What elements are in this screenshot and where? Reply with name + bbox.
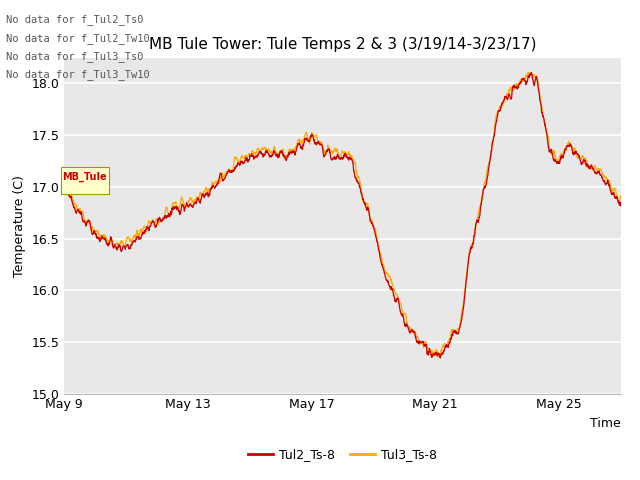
Text: No data for f_Tul2_Tw10: No data for f_Tul2_Tw10 bbox=[6, 33, 150, 44]
X-axis label: Time: Time bbox=[590, 417, 621, 430]
Text: No data for f_Tul2_Ts0: No data for f_Tul2_Ts0 bbox=[6, 14, 144, 25]
Y-axis label: Temperature (C): Temperature (C) bbox=[13, 175, 26, 276]
Text: MB_Tule: MB_Tule bbox=[62, 171, 107, 181]
Title: MB Tule Tower: Tule Temps 2 & 3 (3/19/14-3/23/17): MB Tule Tower: Tule Temps 2 & 3 (3/19/14… bbox=[148, 37, 536, 52]
Text: No data for f_Tul3_Tw10: No data for f_Tul3_Tw10 bbox=[6, 69, 150, 80]
Text: No data for f_Tul3_Ts0: No data for f_Tul3_Ts0 bbox=[6, 51, 144, 62]
Legend: Tul2_Ts-8, Tul3_Ts-8: Tul2_Ts-8, Tul3_Ts-8 bbox=[243, 444, 442, 467]
